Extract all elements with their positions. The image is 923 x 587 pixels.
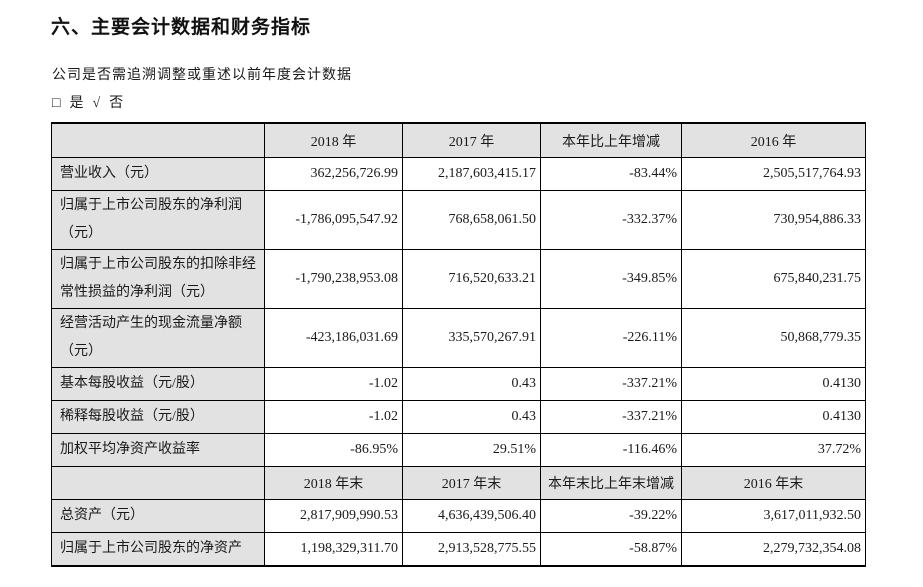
value-2017: 4,636,439,506.40 [402, 499, 541, 533]
value-2018: -86.95% [264, 433, 403, 467]
row-label: 归属于上市公司股东的扣除非经常性损益的净利润（元） [51, 249, 265, 309]
row-label: 归属于上市公司股东的净资产 [51, 532, 265, 567]
value-2017: 335,570,267.91 [402, 308, 541, 368]
annual-header-row: 2018 年 2017 年 本年比上年增减 2016 年 [51, 122, 866, 158]
value-2018: 362,256,726.99 [264, 157, 403, 191]
value-yoy: -349.85% [540, 249, 682, 309]
value-yoy: -337.21% [540, 400, 682, 434]
row-label: 稀释每股收益（元/股） [51, 400, 265, 434]
value-yoy: -39.22% [540, 499, 682, 533]
value-2018: 1,198,329,311.70 [264, 532, 403, 567]
value-2017: 716,520,633.21 [402, 249, 541, 309]
header-cell-2016-end: 2016 年末 [681, 466, 866, 500]
value-yoy: -332.37% [540, 190, 682, 250]
restate-answer-line: □ 是 √ 否 [52, 92, 132, 112]
value-2017: 0.43 [402, 367, 541, 401]
table-row-net-profit: 归属于上市公司股东的净利润（元） -1,786,095,547.92 768,6… [51, 190, 866, 250]
value-2016: 3,617,011,932.50 [681, 499, 866, 533]
period-end-header-row: 2018 年末 2017 年末 本年末比上年末增减 2016 年末 [51, 466, 866, 500]
table-row-weighted-avg-roe: 加权平均净资产收益率 -86.95% 29.51% -116.46% 37.72… [51, 433, 866, 467]
value-2016: 0.4130 [681, 367, 866, 401]
row-label: 经营活动产生的现金流量净额（元） [51, 308, 265, 368]
header-cell-2016: 2016 年 [681, 122, 866, 158]
header-cell-blank [51, 122, 265, 158]
table-row-revenue: 营业收入（元） 362,256,726.99 2,187,603,415.17 … [51, 157, 866, 191]
check-mark-icon: √ [92, 96, 101, 111]
value-yoy: -226.11% [540, 308, 682, 368]
header-cell-2017: 2017 年 [402, 122, 541, 158]
value-yoy: -83.44% [540, 157, 682, 191]
value-2018: -1.02 [264, 367, 403, 401]
value-2016: 675,840,231.75 [681, 249, 866, 309]
checkbox-unchecked-icon: □ [52, 96, 61, 111]
value-yoy: -337.21% [540, 367, 682, 401]
no-label: 否 [109, 96, 124, 111]
table-row-diluted-eps: 稀释每股收益（元/股） -1.02 0.43 -337.21% 0.4130 [51, 400, 866, 434]
value-2016: 2,505,517,764.93 [681, 157, 866, 191]
section-title: 六、主要会计数据和财务指标 [51, 17, 312, 38]
row-label: 营业收入（元） [51, 157, 265, 191]
value-2017: 2,913,528,775.55 [402, 532, 541, 567]
value-2017: 2,187,603,415.17 [402, 157, 541, 191]
value-2016: 2,279,732,354.08 [681, 532, 866, 567]
header-cell-yoy-end: 本年末比上年末增减 [540, 466, 682, 500]
value-2018: -1,790,238,953.08 [264, 249, 403, 309]
value-2016: 0.4130 [681, 400, 866, 434]
value-yoy: -116.46% [540, 433, 682, 467]
table-row-net-profit-excl-nonrecurring: 归属于上市公司股东的扣除非经常性损益的净利润（元） -1,790,238,953… [51, 249, 866, 309]
header-cell-2018: 2018 年 [264, 122, 403, 158]
table-row-total-assets: 总资产（元） 2,817,909,990.53 4,636,439,506.40… [51, 499, 866, 533]
table-row-basic-eps: 基本每股收益（元/股） -1.02 0.43 -337.21% 0.4130 [51, 367, 866, 401]
value-2016: 50,868,779.35 [681, 308, 866, 368]
row-label: 总资产（元） [51, 499, 265, 533]
yes-label: 是 [69, 96, 84, 111]
value-2018: -423,186,031.69 [264, 308, 403, 368]
restate-question: 公司是否需追溯调整或重述以前年度会计数据 [52, 68, 352, 83]
value-2018: 2,817,909,990.53 [264, 499, 403, 533]
row-label: 归属于上市公司股东的净利润（元） [51, 190, 265, 250]
value-yoy: -58.87% [540, 532, 682, 567]
table-row-net-assets: 归属于上市公司股东的净资产 1,198,329,311.70 2,913,528… [51, 532, 866, 567]
value-2018: -1.02 [264, 400, 403, 434]
row-label: 加权平均净资产收益率 [51, 433, 265, 467]
value-2017: 0.43 [402, 400, 541, 434]
value-2016: 37.72% [681, 433, 866, 467]
value-2017: 768,658,061.50 [402, 190, 541, 250]
value-2016: 730,954,886.33 [681, 190, 866, 250]
table-row-operating-cash-flow: 经营活动产生的现金流量净额（元） -423,186,031.69 335,570… [51, 308, 866, 368]
row-label: 基本每股收益（元/股） [51, 367, 265, 401]
header-cell-2018-end: 2018 年末 [264, 466, 403, 500]
value-2017: 29.51% [402, 433, 541, 467]
header-cell-yoy: 本年比上年增减 [540, 122, 682, 158]
key-financials-table: 2018 年 2017 年 本年比上年增减 2016 年 营业收入（元） 362… [51, 122, 866, 567]
header-cell-blank [51, 466, 265, 500]
header-cell-2017-end: 2017 年末 [402, 466, 541, 500]
value-2018: -1,786,095,547.92 [264, 190, 403, 250]
